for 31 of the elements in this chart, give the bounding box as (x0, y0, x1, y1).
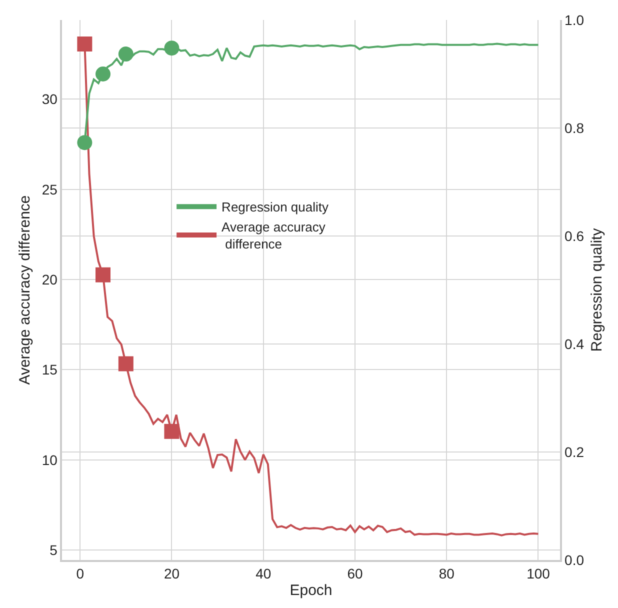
point (96, 66, 110, 82)
y-tick-label: 30 (42, 91, 58, 108)
y2-axis-title: Regression quality (588, 228, 606, 352)
x-axis-title: Epoch (290, 582, 332, 600)
y-axis-title: Average accuracy difference (16, 195, 34, 385)
x-tick-label: 20 (164, 566, 180, 582)
point (77, 135, 92, 150)
legend-label: Average accuracy difference (222, 220, 326, 252)
x-tick-label: 0 (76, 566, 84, 582)
x-tick-label: 100 (526, 566, 550, 582)
y2-tick-label: 0.2 (564, 444, 584, 460)
y-tick-label: 25 (42, 181, 58, 198)
point (96, 267, 110, 282)
y2-tick-label: 0.8 (564, 120, 584, 136)
legend-label: Regression quality (222, 200, 330, 215)
x-tick-label: 40 (256, 566, 272, 582)
y2-tick-label: 0.4 (564, 336, 584, 352)
y-tick-label: 15 (42, 362, 58, 378)
y2-tick-label: 0.0 (564, 552, 584, 568)
point (164, 40, 180, 56)
y-tick-label: 20 (42, 271, 58, 288)
point (118, 46, 134, 62)
point (77, 36, 92, 52)
x-tick-label: 60 (347, 566, 363, 582)
y2-tick-label: 1.0 (564, 12, 584, 28)
y-tick-label: 10 (42, 452, 58, 468)
point (164, 424, 180, 439)
y2-tick-label: 0.6 (564, 228, 584, 244)
y-tick-label: 5 (50, 542, 58, 558)
point (118, 356, 134, 372)
x-tick-label: 80 (438, 566, 455, 582)
